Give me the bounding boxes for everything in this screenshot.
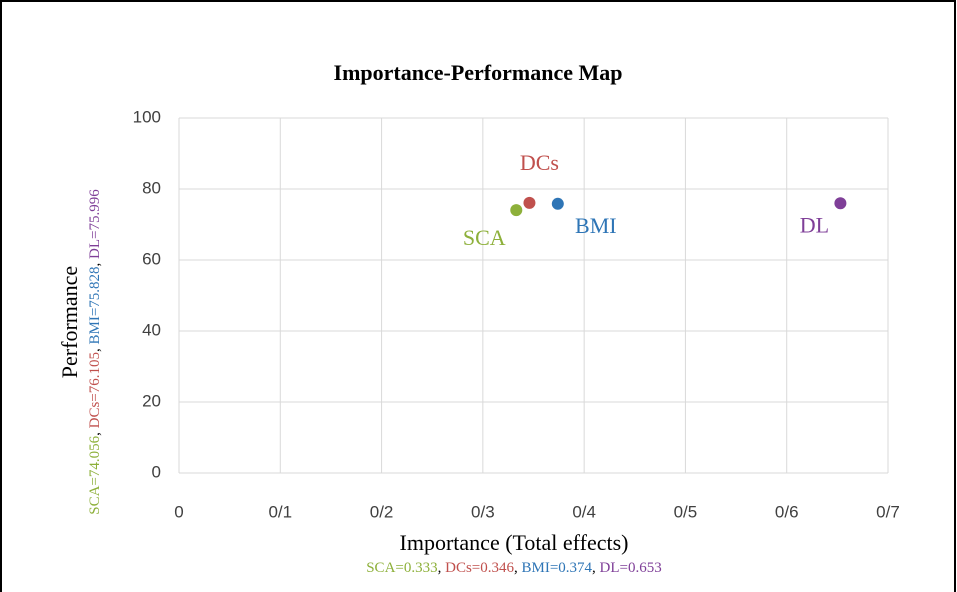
point-label: DCs (520, 150, 559, 175)
y-tick-label: 80 (142, 178, 161, 197)
x-annotation: SCA=0.333, DCs=0.346, BMI=0.374, DL=0.65… (366, 560, 662, 576)
point-label: BMI (575, 213, 617, 238)
y-tick-label: 40 (142, 320, 161, 339)
x-tick-label: 0/1 (268, 502, 292, 521)
annotation-part: DL=0.653 (600, 560, 662, 576)
x-tick-label: 0/2 (370, 502, 394, 521)
x-tick-label: 0/7 (876, 502, 900, 521)
annotation-separator: , (87, 259, 103, 267)
point (510, 204, 522, 216)
y-tick-label: 60 (142, 249, 161, 268)
annotation-separator: , (438, 560, 446, 576)
annotation-part: BMI=75.828 (87, 266, 103, 344)
point-label: DL (800, 212, 829, 237)
chart-title: Importance-Performance Map (334, 60, 623, 85)
annotation-part: DL=75.996 (87, 189, 103, 259)
annotation-separator: , (87, 344, 103, 352)
point (552, 198, 564, 210)
x-tick-label: 0/4 (572, 502, 596, 521)
x-tick-label: 0/3 (471, 502, 495, 521)
annotation-part: SCA=74.056 (87, 435, 103, 514)
y-annotation: SCA=74.056, DCs=76.105, BMI=75.828, DL=7… (87, 189, 103, 515)
annotation-part: SCA=0.333 (366, 560, 437, 576)
annotation-part: BMI=0.374 (522, 560, 593, 576)
point-label: SCA (463, 225, 506, 250)
annotation-part: DCs=0.346 (445, 560, 514, 576)
chart: Importance-Performance Map Importance (T… (0, 0, 957, 592)
y-tick-label: 0 (152, 462, 161, 481)
point (834, 197, 846, 209)
y-tick-label: 20 (142, 391, 161, 410)
annotation-separator: , (514, 560, 522, 576)
annotation-separator: , (87, 428, 103, 436)
point (523, 197, 535, 209)
annotation-part: DCs=76.105 (87, 352, 103, 428)
x-tick-label: 0/5 (674, 502, 698, 521)
y-axis-title: Performance (57, 266, 82, 378)
x-axis-title: Importance (Total effects) (400, 530, 629, 555)
x-tick-label: 0 (174, 502, 183, 521)
annotation-separator: , (592, 560, 600, 576)
y-tick-label: 100 (133, 107, 161, 126)
x-tick-label: 0/6 (775, 502, 799, 521)
